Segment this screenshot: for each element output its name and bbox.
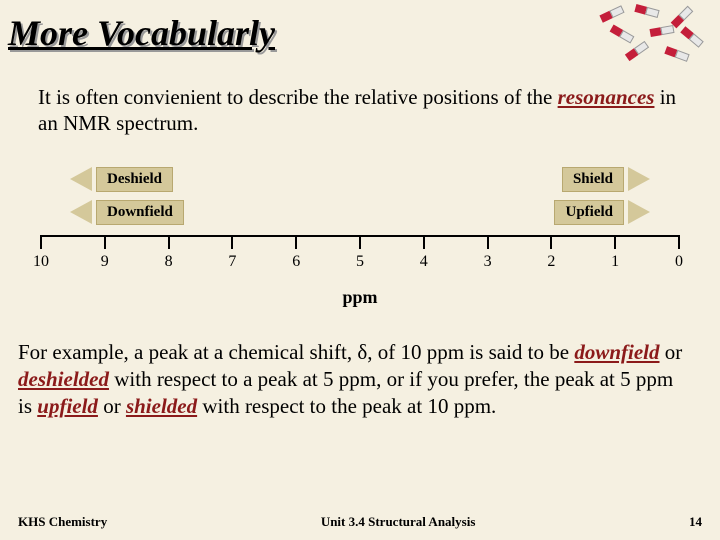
term-deshielded: deshielded <box>18 367 109 391</box>
shield-arrow: Shield <box>562 167 650 192</box>
deshield-arrow: Deshield <box>70 167 173 192</box>
scale-tick: 4 <box>423 235 425 249</box>
scale-tick: 5 <box>359 235 361 249</box>
tick-label: 9 <box>101 253 109 271</box>
tick-label: 6 <box>292 253 300 271</box>
scale-tick: 6 <box>295 235 297 249</box>
scale-ticks: 109876543210 <box>40 235 680 249</box>
ex-t0: For example, a peak at a chemical shift,… <box>18 340 574 364</box>
term-upfield: upfield <box>37 394 98 418</box>
ppm-scale: 109876543210 ppm <box>40 235 680 308</box>
ex-t6: or <box>98 394 126 418</box>
tick-label: 2 <box>547 253 555 271</box>
arrow-row-1: Deshield Shield <box>40 167 680 192</box>
magnet-icon <box>664 46 689 62</box>
footer-center: Unit 3.4 Structural Analysis <box>321 514 476 530</box>
term-resonances: resonances <box>558 85 655 109</box>
tick-label: 4 <box>420 253 428 271</box>
deshield-label: Deshield <box>96 167 173 192</box>
magnet-icon <box>680 26 704 48</box>
downfield-arrow: Downfield <box>70 200 184 225</box>
scale-tick: 1 <box>614 235 616 249</box>
example-text: For example, a peak at a chemical shift,… <box>0 327 720 421</box>
downfield-label: Downfield <box>96 200 184 225</box>
arrow-left-icon <box>70 167 92 191</box>
scale-tick: 9 <box>104 235 106 249</box>
arrow-right-icon <box>628 200 650 224</box>
magnet-icon <box>671 6 694 29</box>
scale-tick: 8 <box>168 235 170 249</box>
ex-t8: with respect to the peak at 10 ppm. <box>197 394 496 418</box>
footer-left: KHS Chemistry <box>18 514 107 530</box>
magnet-icon <box>610 25 635 44</box>
slide-footer: KHS Chemistry Unit 3.4 Structural Analys… <box>0 514 720 530</box>
magnet-icon <box>634 4 659 18</box>
arrow-left-icon <box>70 200 92 224</box>
tick-label: 10 <box>33 253 49 271</box>
magnet-icon <box>649 25 674 37</box>
scale-tick: 2 <box>550 235 552 249</box>
scale-tick: 3 <box>487 235 489 249</box>
upfield-arrow: Upfield <box>554 200 650 225</box>
magnet-decoration <box>590 5 710 65</box>
scale-tick: 0 <box>678 235 680 249</box>
term-shielded: shielded <box>126 394 197 418</box>
magnet-icon <box>625 41 649 61</box>
shield-label: Shield <box>562 167 624 192</box>
nmr-scale-diagram: Deshield Shield Downfield Upfield 109876… <box>40 167 680 327</box>
ex-t2: or <box>660 340 683 364</box>
tick-label: 7 <box>228 253 236 271</box>
footer-right: 14 <box>689 514 702 530</box>
tick-label: 1 <box>611 253 619 271</box>
axis-label: ppm <box>40 287 680 308</box>
arrow-right-icon <box>628 167 650 191</box>
tick-label: 5 <box>356 253 364 271</box>
scale-tick: 7 <box>231 235 233 249</box>
term-downfield: downfield <box>574 340 659 364</box>
arrow-row-2: Downfield Upfield <box>40 200 680 225</box>
intro-text: It is often convienient to describe the … <box>0 54 720 137</box>
tick-label: 8 <box>165 253 173 271</box>
scale-tick: 10 <box>40 235 42 249</box>
tick-label: 3 <box>484 253 492 271</box>
tick-label: 0 <box>675 253 683 271</box>
magnet-icon <box>599 5 624 22</box>
upfield-label: Upfield <box>554 200 624 225</box>
intro-pre: It is often convienient to describe the … <box>38 85 558 109</box>
